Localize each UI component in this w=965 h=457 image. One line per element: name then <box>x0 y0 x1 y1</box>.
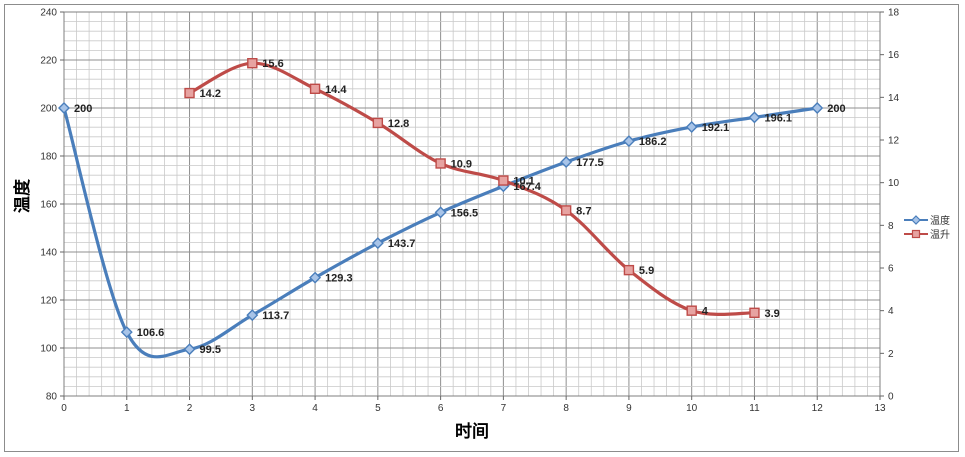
temperature-rise-square-marker <box>686 305 697 316</box>
right-y-tick-label: 0 <box>888 392 894 403</box>
temperature-rise-square-marker <box>498 175 509 186</box>
x-tick-label: 6 <box>438 403 444 414</box>
temperature-data-label: 186.2 <box>639 136 667 148</box>
left-y-tick-label: 200 <box>40 104 57 115</box>
temperature-data-label: 113.7 <box>262 310 289 322</box>
x-tick-label: 13 <box>874 403 886 414</box>
temperature-data-label: 167.4 <box>513 181 541 193</box>
temperature-diamond-marker <box>811 102 824 114</box>
x-tick-label: 5 <box>375 403 381 414</box>
temperature-diamond-marker <box>120 326 133 339</box>
temperature-data-label: 106.6 <box>137 327 165 339</box>
left-y-tick-label: 240 <box>40 8 57 19</box>
temperature-data-label: 200 <box>74 103 92 115</box>
temperature-data-label: 196.1 <box>764 112 792 124</box>
x-tick-label: 7 <box>501 403 507 414</box>
legend-temperature-rise-square-marker <box>911 229 921 239</box>
temperature-rise-data-label: 10.9 <box>451 158 472 170</box>
temperature-data-label: 129.3 <box>325 273 353 285</box>
right-y-tick-label: 2 <box>888 349 894 360</box>
x-tick-label: 1 <box>124 403 130 414</box>
temperature-rise-data-label: 14.4 <box>325 84 347 96</box>
left-y-tick-label: 220 <box>40 56 57 67</box>
left-y-tick-label: 100 <box>40 344 57 355</box>
axis-layer: 8010012014016018020022024002468101214161… <box>40 8 899 415</box>
right-y-tick-label: 10 <box>888 178 900 189</box>
temperature-series-line <box>62 106 819 359</box>
x-tick-label: 0 <box>61 403 67 414</box>
left-y-tick-label: 140 <box>40 248 57 259</box>
x-tick-label: 3 <box>250 403 256 414</box>
temperature-rise-square-marker <box>749 307 760 318</box>
data-label-layer: 200 106.6 99.5 113.7 129.3 143.7 156.5 167.4 177… <box>74 58 846 356</box>
left-y-tick-label: 80 <box>46 392 58 403</box>
right-y-tick-label: 16 <box>888 50 900 61</box>
temperature-rise-square-marker <box>309 83 321 95</box>
temperature-diamond-marker <box>309 271 322 284</box>
right-y-tick-label: 12 <box>888 136 900 147</box>
temperature-rise-data-label: 5.9 <box>639 265 654 277</box>
temperature-diamond-marker <box>748 111 761 124</box>
x-tick-label: 4 <box>312 403 318 414</box>
temperature-rise-square-marker <box>372 117 384 129</box>
right-y-tick-label: 14 <box>888 93 900 104</box>
temperature-rise-data-label: 10.1 <box>513 176 534 188</box>
x-tick-label: 12 <box>812 403 824 414</box>
temperature-data-label: 177.5 <box>576 157 604 169</box>
x-tick-label: 8 <box>563 403 569 414</box>
right-y-tick-label: 18 <box>888 8 900 19</box>
right-y-tick-label: 8 <box>888 221 894 232</box>
x-axis-title: 时间 <box>455 421 489 441</box>
legend-item-temperature-rise: 温升 <box>904 229 950 241</box>
legend-temperature-rise-label: 温升 <box>930 229 950 241</box>
legend-temperature-label: 温度 <box>930 214 950 227</box>
temperature-diamond-marker <box>434 206 447 219</box>
x-tick-label: 11 <box>749 403 760 414</box>
temperature-data-label: 99.5 <box>200 344 221 356</box>
temperature-rise-data-label: 14.2 <box>200 88 221 100</box>
temperature-rise-square-marker <box>184 87 195 99</box>
temperature-diamond-marker <box>685 120 698 133</box>
series-layer <box>58 58 824 359</box>
temperature-rise-data-label: 3.9 <box>764 308 779 320</box>
left-y-tick-label: 120 <box>40 296 57 307</box>
x-tick-label: 2 <box>187 403 193 414</box>
left-y-tick-label: 180 <box>40 152 57 163</box>
legend-item-temperature: 温度 <box>904 214 950 227</box>
temperature-rise-data-label: 15.6 <box>262 58 283 70</box>
grid-layer <box>63 11 881 397</box>
right-y-tick-label: 6 <box>888 264 894 275</box>
temperature-diamond-marker <box>58 102 70 114</box>
temperature-rise-square-marker <box>623 264 635 276</box>
temperature-rise-data-label: 12.8 <box>388 118 409 130</box>
left-y-tick-label: 160 <box>40 200 57 211</box>
temperature-diamond-marker <box>622 135 635 148</box>
x-tick-label: 10 <box>686 403 698 414</box>
right-y-tick-label: 4 <box>888 306 894 317</box>
x-tick-label: 9 <box>626 403 632 414</box>
temperature-rise-data-label: 4 <box>702 306 709 318</box>
temperature-data-label: 143.7 <box>388 238 416 250</box>
legend: 温度 温升 <box>904 214 950 241</box>
temperature-diamond-marker <box>246 309 259 322</box>
legend-temperature-diamond-marker <box>911 215 921 225</box>
temperature-rise-series-line <box>187 61 757 316</box>
temperature-data-label: 192.1 <box>702 122 730 134</box>
temperature-rise-square-marker <box>435 158 446 169</box>
chart-frame <box>4 4 959 452</box>
temperature-rise-square-marker <box>560 205 572 216</box>
temperature-data-label: 200 <box>827 103 845 115</box>
temperature-diamond-marker <box>560 156 573 168</box>
y-axis-title: 温度 <box>12 178 32 213</box>
temperature-data-label: 156.5 <box>451 207 479 219</box>
temperature-rise-square-marker <box>247 58 258 69</box>
temperature-diamond-marker <box>371 237 384 250</box>
temperature-rise-data-label: 8.7 <box>576 205 591 217</box>
temperature-diamond-marker <box>183 343 196 356</box>
